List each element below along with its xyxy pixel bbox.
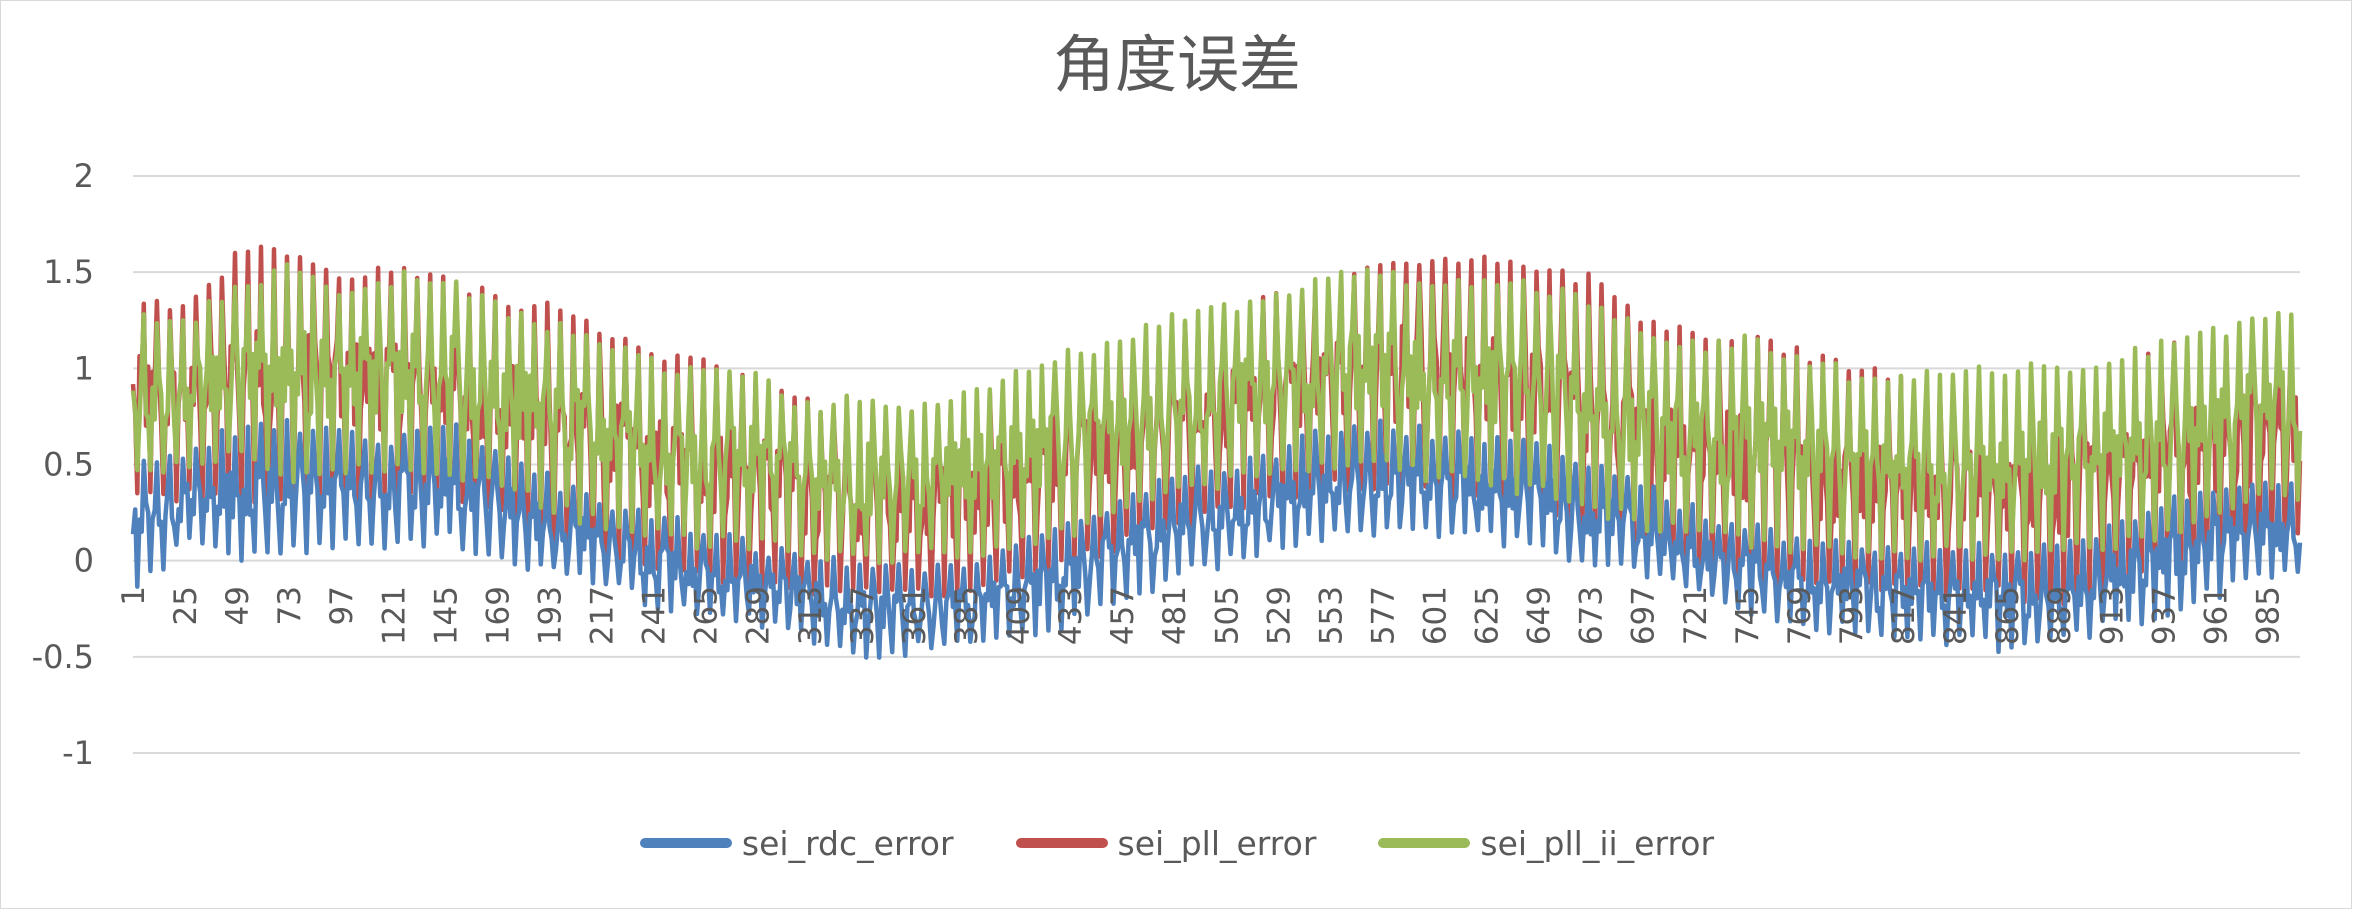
legend-label-pll: sei_pll_error (1117, 823, 1317, 863)
legend: sei_rdc_error sei_pll_error sei_pll_ii_e… (0, 818, 2354, 868)
legend-swatch-pll (1015, 838, 1108, 848)
legend-item-pll-ii: sei_pll_ii_error (1378, 824, 1714, 863)
x-tick-label: 937 (2146, 586, 2182, 645)
x-tick-label: 553 (1313, 586, 1349, 645)
x-tick-label: 217 (585, 586, 621, 645)
x-tick-label: 697 (1626, 586, 1662, 645)
x-tick-label: 985 (2250, 586, 2286, 645)
x-tick-label: 721 (1678, 586, 1714, 645)
x-tick-label: 793 (1834, 586, 1870, 645)
x-tick-label: 481 (1157, 586, 1193, 645)
x-tick-label: 265 (689, 586, 725, 645)
x-tick-label: 121 (376, 586, 412, 645)
x-tick-label: 625 (1470, 586, 1506, 645)
x-tick-label: 337 (845, 586, 881, 645)
x-tick-label: 169 (480, 586, 516, 645)
x-tick-label: 25 (168, 586, 204, 625)
legend-swatch-pll-ii (1378, 838, 1471, 848)
y-tick-label: -1 (62, 734, 94, 772)
x-tick-label: 385 (949, 586, 985, 645)
x-tick-label: 841 (1938, 586, 1974, 645)
x-tick-label: 817 (1886, 586, 1922, 645)
x-tick-label: 73 (272, 586, 308, 625)
y-tick-label: 0 (74, 542, 94, 580)
series-line-sei-pll-ii-error (130, 262, 2303, 566)
x-tick-label: 361 (897, 586, 933, 645)
x-tick-label: 865 (1990, 586, 2026, 645)
series-layer (130, 244, 2303, 660)
x-tick-label: 601 (1418, 586, 1454, 645)
x-tick-label: 577 (1365, 586, 1401, 645)
legend-label-pll-ii: sei_pll_ii_error (1480, 823, 1715, 863)
x-tick-label: 961 (2198, 586, 2234, 645)
x-tick-label: 97 (324, 586, 360, 625)
y-axis-tick-labels: 2 1.5 1 0.5 0 -0.5 -1 (32, 157, 94, 772)
x-tick-label: 673 (1574, 586, 1610, 645)
legend-item-rdc: sei_rdc_error (639, 823, 954, 863)
x-tick-label: 49 (220, 586, 256, 625)
x-axis-tick-labels: 1 25 49 73 97 121 145 169 193 217 241 265 289 313 337 3… (116, 586, 2286, 645)
x-tick-label: 313 (793, 586, 829, 645)
x-tick-label: 505 (1209, 586, 1245, 645)
x-tick-label: 457 (1105, 586, 1141, 645)
y-tick-label: 0.5 (43, 446, 94, 484)
y-tick-label: 2 (74, 157, 94, 195)
y-tick-label: 1.5 (43, 253, 94, 291)
x-tick-label: 1 (116, 586, 152, 606)
x-tick-label: 769 (1782, 586, 1818, 645)
chart-title: 角度误差 (1052, 28, 1301, 101)
x-tick-label: 289 (741, 586, 777, 645)
series-line-sei-rdc-error (130, 417, 2303, 660)
x-tick-label: 889 (2042, 586, 2078, 645)
x-tick-label: 193 (532, 586, 568, 645)
x-tick-label: 145 (428, 586, 464, 645)
x-tick-label: 913 (2094, 586, 2130, 645)
x-tick-label: 529 (1261, 586, 1297, 645)
x-tick-label: 241 (637, 586, 673, 645)
y-tick-label: 1 (74, 349, 94, 387)
y-tick-label: -0.5 (32, 638, 94, 676)
legend-item-pll: sei_pll_error (1015, 823, 1317, 863)
legend-label-rdc: sei_rdc_error (741, 823, 954, 863)
x-tick-label: 745 (1730, 586, 1766, 645)
x-tick-label: 409 (1001, 586, 1037, 645)
x-tick-label: 433 (1053, 586, 1089, 645)
legend-swatch-rdc (639, 838, 732, 848)
x-tick-label: 649 (1522, 586, 1558, 645)
